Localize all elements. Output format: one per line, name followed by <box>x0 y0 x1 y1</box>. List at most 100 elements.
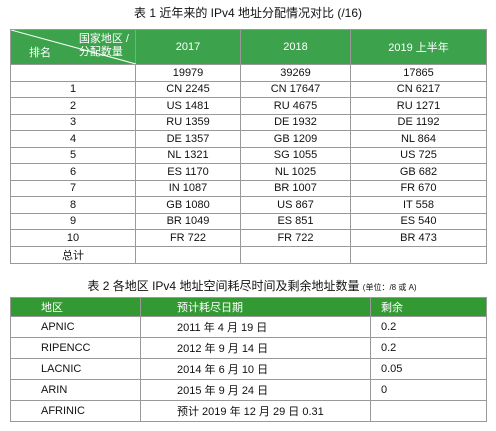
corner-category: 国家地区 / <box>78 33 129 45</box>
corner-category: 分配数量 <box>78 46 123 58</box>
date-cell: 预计 2019 年 12 月 29 日 0.31 <box>140 400 371 422</box>
table-row: 2 US 1481 RU 4675 RU 1271 <box>10 97 487 115</box>
value-cell: DE 1192 <box>350 113 487 131</box>
value-cell: ES 540 <box>350 212 487 230</box>
value-cell: BR 473 <box>350 229 487 247</box>
rank-cell: 4 <box>10 130 136 148</box>
table-row: LACNIC 2014 年 6 月 10 日 0.05 <box>10 358 487 380</box>
rank-cell: 3 <box>10 113 136 131</box>
corner-cell: 国家地区 / 分配数量 排名 <box>10 29 136 65</box>
header-row: 国家地区 / 分配数量 排名 2017 2018 2019 上半年 <box>10 29 487 65</box>
table-row: 8 GB 1080 US 867 IT 558 <box>10 196 487 214</box>
value-cell: DE 1932 <box>240 113 351 131</box>
rank-cell: 7 <box>10 179 136 197</box>
remaining-cell: 0 <box>370 379 487 401</box>
rank-cell <box>10 64 136 82</box>
remaining-cell: 0.05 <box>370 358 487 380</box>
value-cell: RU 1271 <box>350 97 487 115</box>
table-row: 6 ES 1170 NL 1025 GB 682 <box>10 163 487 181</box>
remaining-cell: 0.2 <box>370 316 487 338</box>
corner-rank: 排名 <box>29 47 51 59</box>
date-cell: 2012 年 9 月 14 日 <box>140 337 371 359</box>
unit-note: (单位：/8 或 A) <box>362 283 417 292</box>
table-row: 10 FR 722 FR 722 BR 473 <box>10 229 487 247</box>
rank-cell: 1 <box>10 80 136 98</box>
value-cell: ES 851 <box>240 212 351 230</box>
value-cell: RU 1359 <box>135 113 241 131</box>
table-row: 4 DE 1357 GB 1209 NL 864 <box>10 130 487 148</box>
value-cell: BR 1007 <box>240 179 351 197</box>
rank-cell: 5 <box>10 146 136 164</box>
value-cell: US 1481 <box>135 97 241 115</box>
value-cell: NL 864 <box>350 130 487 148</box>
rank-cell: 6 <box>10 163 136 181</box>
table-row: 3 RU 1359 DE 1932 DE 1192 <box>10 113 487 131</box>
value-cell <box>240 245 351 264</box>
header-row: 地区 预计耗尽日期 剩余 <box>10 297 487 317</box>
remaining-cell <box>370 400 487 422</box>
rank-cell: 9 <box>10 212 136 230</box>
value-cell <box>350 245 487 264</box>
table-row: RIPENCC 2012 年 9 月 14 日 0.2 <box>10 337 487 359</box>
column-header: 2019 上半年 <box>350 29 487 65</box>
value-cell: GB 1209 <box>240 130 351 148</box>
value-cell: FR 722 <box>135 229 241 247</box>
table-title: 表 1 近年来的 IPv4 地址分配情况对比 (/16) <box>133 6 363 20</box>
column-header: 地区 <box>10 297 141 317</box>
rank-cell: 总计 <box>10 245 136 264</box>
value-cell: 39269 <box>240 64 351 82</box>
value-cell: FR 670 <box>350 179 487 197</box>
value-cell: CN 6217 <box>350 80 487 98</box>
value-cell: FR 722 <box>240 229 351 247</box>
rank-cell: 2 <box>10 97 136 115</box>
column-header: 2018 <box>240 29 351 65</box>
value-cell: 19979 <box>135 64 241 82</box>
rank-cell: 10 <box>10 229 136 247</box>
date-cell: 2015 年 9 月 24 日 <box>140 379 371 401</box>
value-cell: US 867 <box>240 196 351 214</box>
region-cell: LACNIC <box>10 358 141 380</box>
date-cell: 2011 年 4 月 19 日 <box>140 316 371 338</box>
region-cell: AFRINIC <box>10 400 141 422</box>
region-cell: APNIC <box>10 316 141 338</box>
remaining-cell: 0.2 <box>370 337 487 359</box>
column-header: 预计耗尽日期 <box>140 297 371 317</box>
table-row: APNIC 2011 年 4 月 19 日 0.2 <box>10 316 487 338</box>
value-cell: IN 1087 <box>135 179 241 197</box>
value-cell <box>135 245 241 264</box>
value-cell: GB 682 <box>350 163 487 181</box>
value-cell: CN 17647 <box>240 80 351 98</box>
value-cell: DE 1357 <box>135 130 241 148</box>
value-cell: ES 1170 <box>135 163 241 181</box>
title-text: 表 2 各地区 IPv4 地址空间耗尽时间及剩余地址数量 <box>87 279 360 293</box>
value-cell: IT 558 <box>350 196 487 214</box>
value-cell: SG 1055 <box>240 146 351 164</box>
region-cell: ARIN <box>10 379 141 401</box>
value-cell: US 725 <box>350 146 487 164</box>
rank-cell: 8 <box>10 196 136 214</box>
value-cell: 17865 <box>350 64 487 82</box>
table-row: 19979 39269 17865 <box>10 64 487 82</box>
table-row: 总计 <box>10 245 487 264</box>
value-cell: CN 2245 <box>135 80 241 98</box>
value-cell: NL 1025 <box>240 163 351 181</box>
column-header: 2017 <box>135 29 241 65</box>
exhaustion-table: 地区 预计耗尽日期 剩余 APNIC 2011 年 4 月 19 日 0.2 RIPENC… <box>10 297 487 422</box>
table-title: 表 2 各地区 IPv4 地址空间耗尽时间及剩余地址数量 (单位：/8 或 A) <box>0 277 496 294</box>
date-cell: 2014 年 6 月 10 日 <box>140 358 371 380</box>
diagonal <box>11 30 136 64</box>
value-cell: RU 4675 <box>240 97 351 115</box>
column-header: 剩余 <box>370 297 487 317</box>
table-row: 5 NL 1321 SG 1055 US 725 <box>10 146 487 164</box>
table-row: 9 BR 1049 ES 851 ES 540 <box>10 212 487 230</box>
value-cell: GB 1080 <box>135 196 241 214</box>
region-cell: RIPENCC <box>10 337 141 359</box>
allocation-table: 国家地区 / 分配数量 排名 2017 2018 2019 上半年 19979 392… <box>10 29 487 264</box>
value-cell: NL 1321 <box>135 146 241 164</box>
value-cell: BR 1049 <box>135 212 241 230</box>
table-row: 1 CN 2245 CN 17647 CN 6217 <box>10 80 487 98</box>
table-row: 7 IN 1087 BR 1007 FR 670 <box>10 179 487 197</box>
table-row: AFRINIC 预计 2019 年 12 月 29 日 0.31 <box>10 400 487 422</box>
